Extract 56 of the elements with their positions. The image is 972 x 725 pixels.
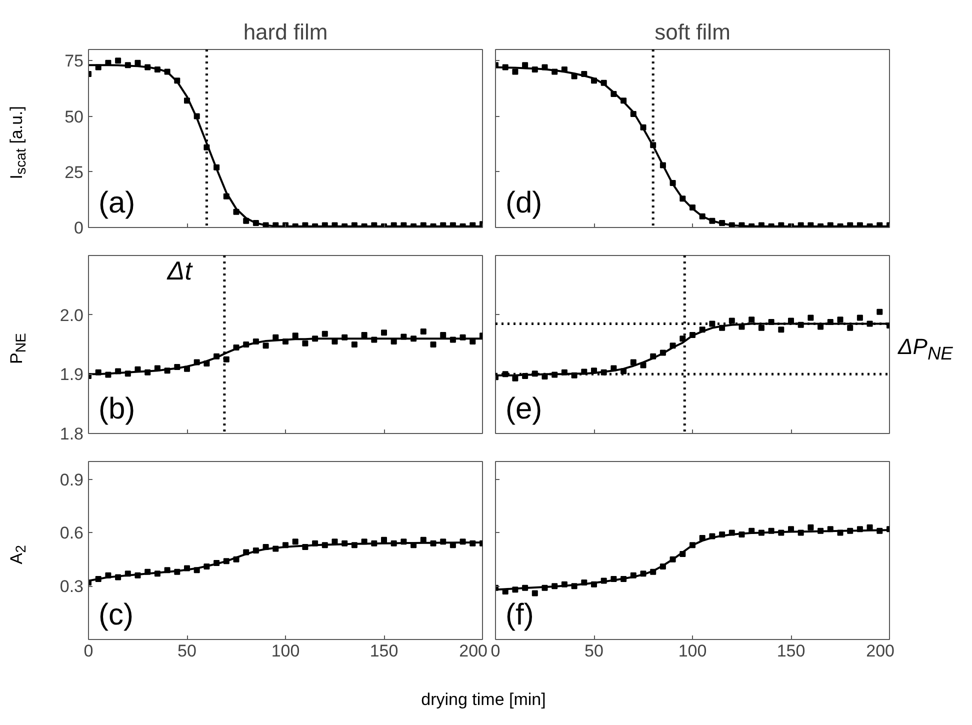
- annotation: (a): [98, 186, 136, 220]
- annotation: Δt: [166, 256, 194, 286]
- point: [381, 536, 387, 543]
- point: [808, 524, 814, 530]
- y-tick-label: 0.3: [60, 577, 84, 596]
- point: [262, 342, 269, 349]
- x-tick-label: 150: [776, 642, 806, 660]
- y-tick-label: 75: [64, 52, 84, 71]
- chart-title: hard film: [243, 20, 328, 44]
- x-tick-label: 100: [678, 642, 707, 660]
- point: [512, 68, 518, 75]
- annotation: (f): [506, 598, 534, 632]
- y-tick-label: 50: [64, 107, 84, 126]
- x-tick-label: 200: [459, 642, 488, 660]
- x-tick-label: 50: [178, 642, 196, 660]
- x-tick-label: 100: [271, 642, 300, 660]
- point: [728, 318, 735, 324]
- y-tick-label: 2.0: [60, 306, 84, 325]
- chart-title: soft film: [654, 20, 730, 44]
- annotation: (b): [98, 392, 136, 426]
- y-tick-label: 0.6: [60, 524, 84, 543]
- y-tick-label: 0: [74, 218, 84, 238]
- point: [856, 314, 863, 321]
- point: [292, 538, 298, 545]
- y-tick-label: 0.9: [60, 470, 84, 490]
- point: [302, 340, 308, 346]
- y-tick-label: 25: [64, 162, 84, 182]
- point: [748, 316, 755, 323]
- point: [381, 330, 387, 336]
- point: [876, 308, 883, 315]
- point: [223, 356, 230, 362]
- point: [808, 314, 814, 321]
- point: [430, 342, 436, 348]
- x-axis-title: drying time [min]: [420, 690, 547, 710]
- point: [115, 58, 122, 64]
- point: [440, 332, 446, 338]
- point: [837, 316, 844, 323]
- point: [292, 332, 298, 339]
- x-tick-label: 200: [866, 642, 895, 660]
- point: [351, 342, 358, 348]
- point: [847, 324, 854, 331]
- y-tick-label: 1.9: [60, 365, 84, 384]
- text: ΔP$_{NE}$: [898, 333, 953, 366]
- x-tick-label: 50: [584, 642, 604, 660]
- y-tick-label: 1.8: [60, 424, 84, 444]
- x-tick-label: 0: [490, 642, 500, 660]
- point: [778, 326, 784, 333]
- point: [532, 590, 538, 596]
- point: [758, 324, 764, 331]
- annotation: (c): [98, 598, 134, 632]
- point: [361, 332, 368, 338]
- point: [420, 328, 426, 334]
- annotation: (e): [506, 392, 542, 426]
- x-tick-label: 150: [370, 642, 398, 660]
- annotation: (d): [506, 186, 542, 220]
- point: [322, 330, 328, 337]
